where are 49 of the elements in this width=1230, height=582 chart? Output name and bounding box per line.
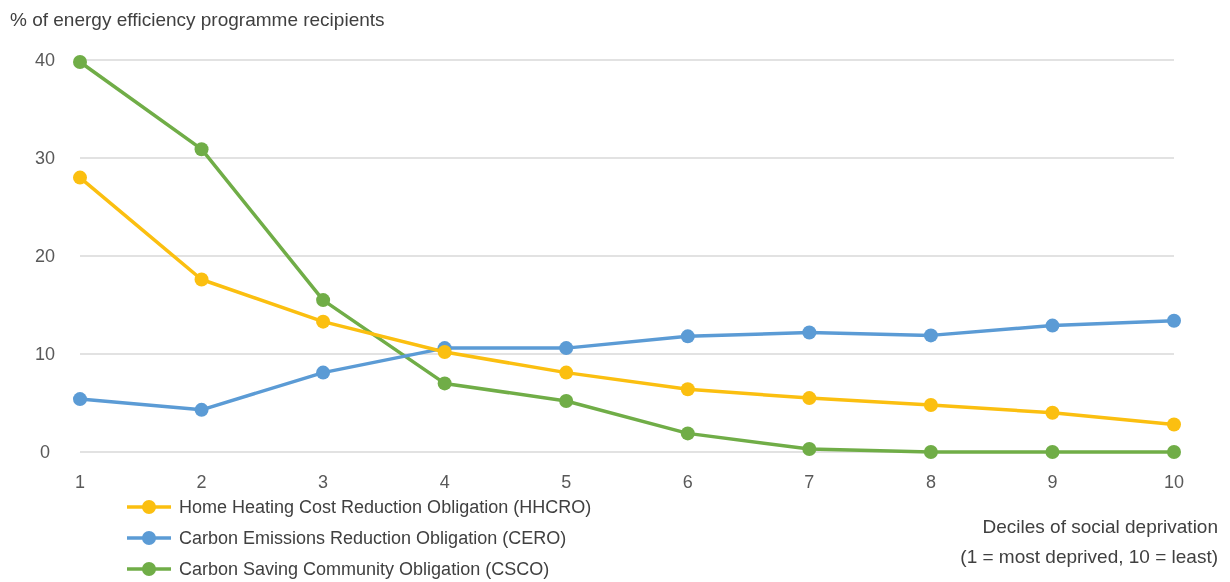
point [1167, 445, 1181, 459]
point [437, 345, 452, 360]
x-tick-label: 10 [1163, 472, 1185, 492]
point [559, 365, 574, 380]
point [1167, 313, 1181, 328]
point [923, 397, 938, 412]
x-tick-label: 6 [682, 472, 693, 492]
point [194, 272, 209, 287]
point [1045, 405, 1060, 420]
x-tick-label: 7 [804, 472, 815, 492]
x-tick-label: 9 [1047, 472, 1058, 492]
point [680, 426, 695, 441]
point [316, 293, 331, 308]
y-axis-title: % of energy efficiency programme recipients [10, 9, 385, 30]
x-tick-label: 1 [74, 472, 86, 492]
point [680, 382, 695, 397]
point [73, 54, 87, 69]
point [680, 329, 695, 344]
point [194, 402, 209, 417]
point [73, 170, 87, 185]
x-tick-label: 8 [925, 472, 936, 492]
point [802, 325, 817, 340]
legend-label: Home Heating Cost Reduction Obligation (HHCRO) [179, 497, 592, 518]
x-axis-title: Deciles of social deprivation (1 = most deprived, 10 = least) [960, 516, 1218, 567]
x-tick-label: 2 [196, 472, 207, 492]
point [194, 142, 209, 157]
point [923, 445, 938, 459]
x-tick-label: 3 [318, 472, 329, 492]
point [1045, 318, 1060, 333]
point [559, 394, 574, 409]
y-tick-label: 30 [34, 148, 56, 169]
point [1045, 445, 1060, 459]
legend-label: Carbon Emissions Reduction Obligation (CERO) [179, 528, 567, 549]
point [73, 392, 87, 407]
y-tick-label: 0 [39, 442, 51, 463]
point [802, 391, 817, 406]
y-tick-label: 10 [34, 344, 56, 365]
y-tick-label: 40 [34, 50, 56, 71]
x-tick-label: 5 [561, 472, 572, 492]
point [316, 314, 331, 329]
point [437, 376, 452, 391]
point [923, 328, 938, 343]
point [559, 341, 574, 356]
point [1167, 417, 1181, 432]
point [316, 365, 331, 380]
legend-label: Carbon Saving Community Obligation (CSCO) [179, 559, 550, 580]
x-tick-label: 4 [439, 472, 450, 492]
y-tick-label: 20 [34, 246, 56, 267]
point [802, 442, 817, 457]
